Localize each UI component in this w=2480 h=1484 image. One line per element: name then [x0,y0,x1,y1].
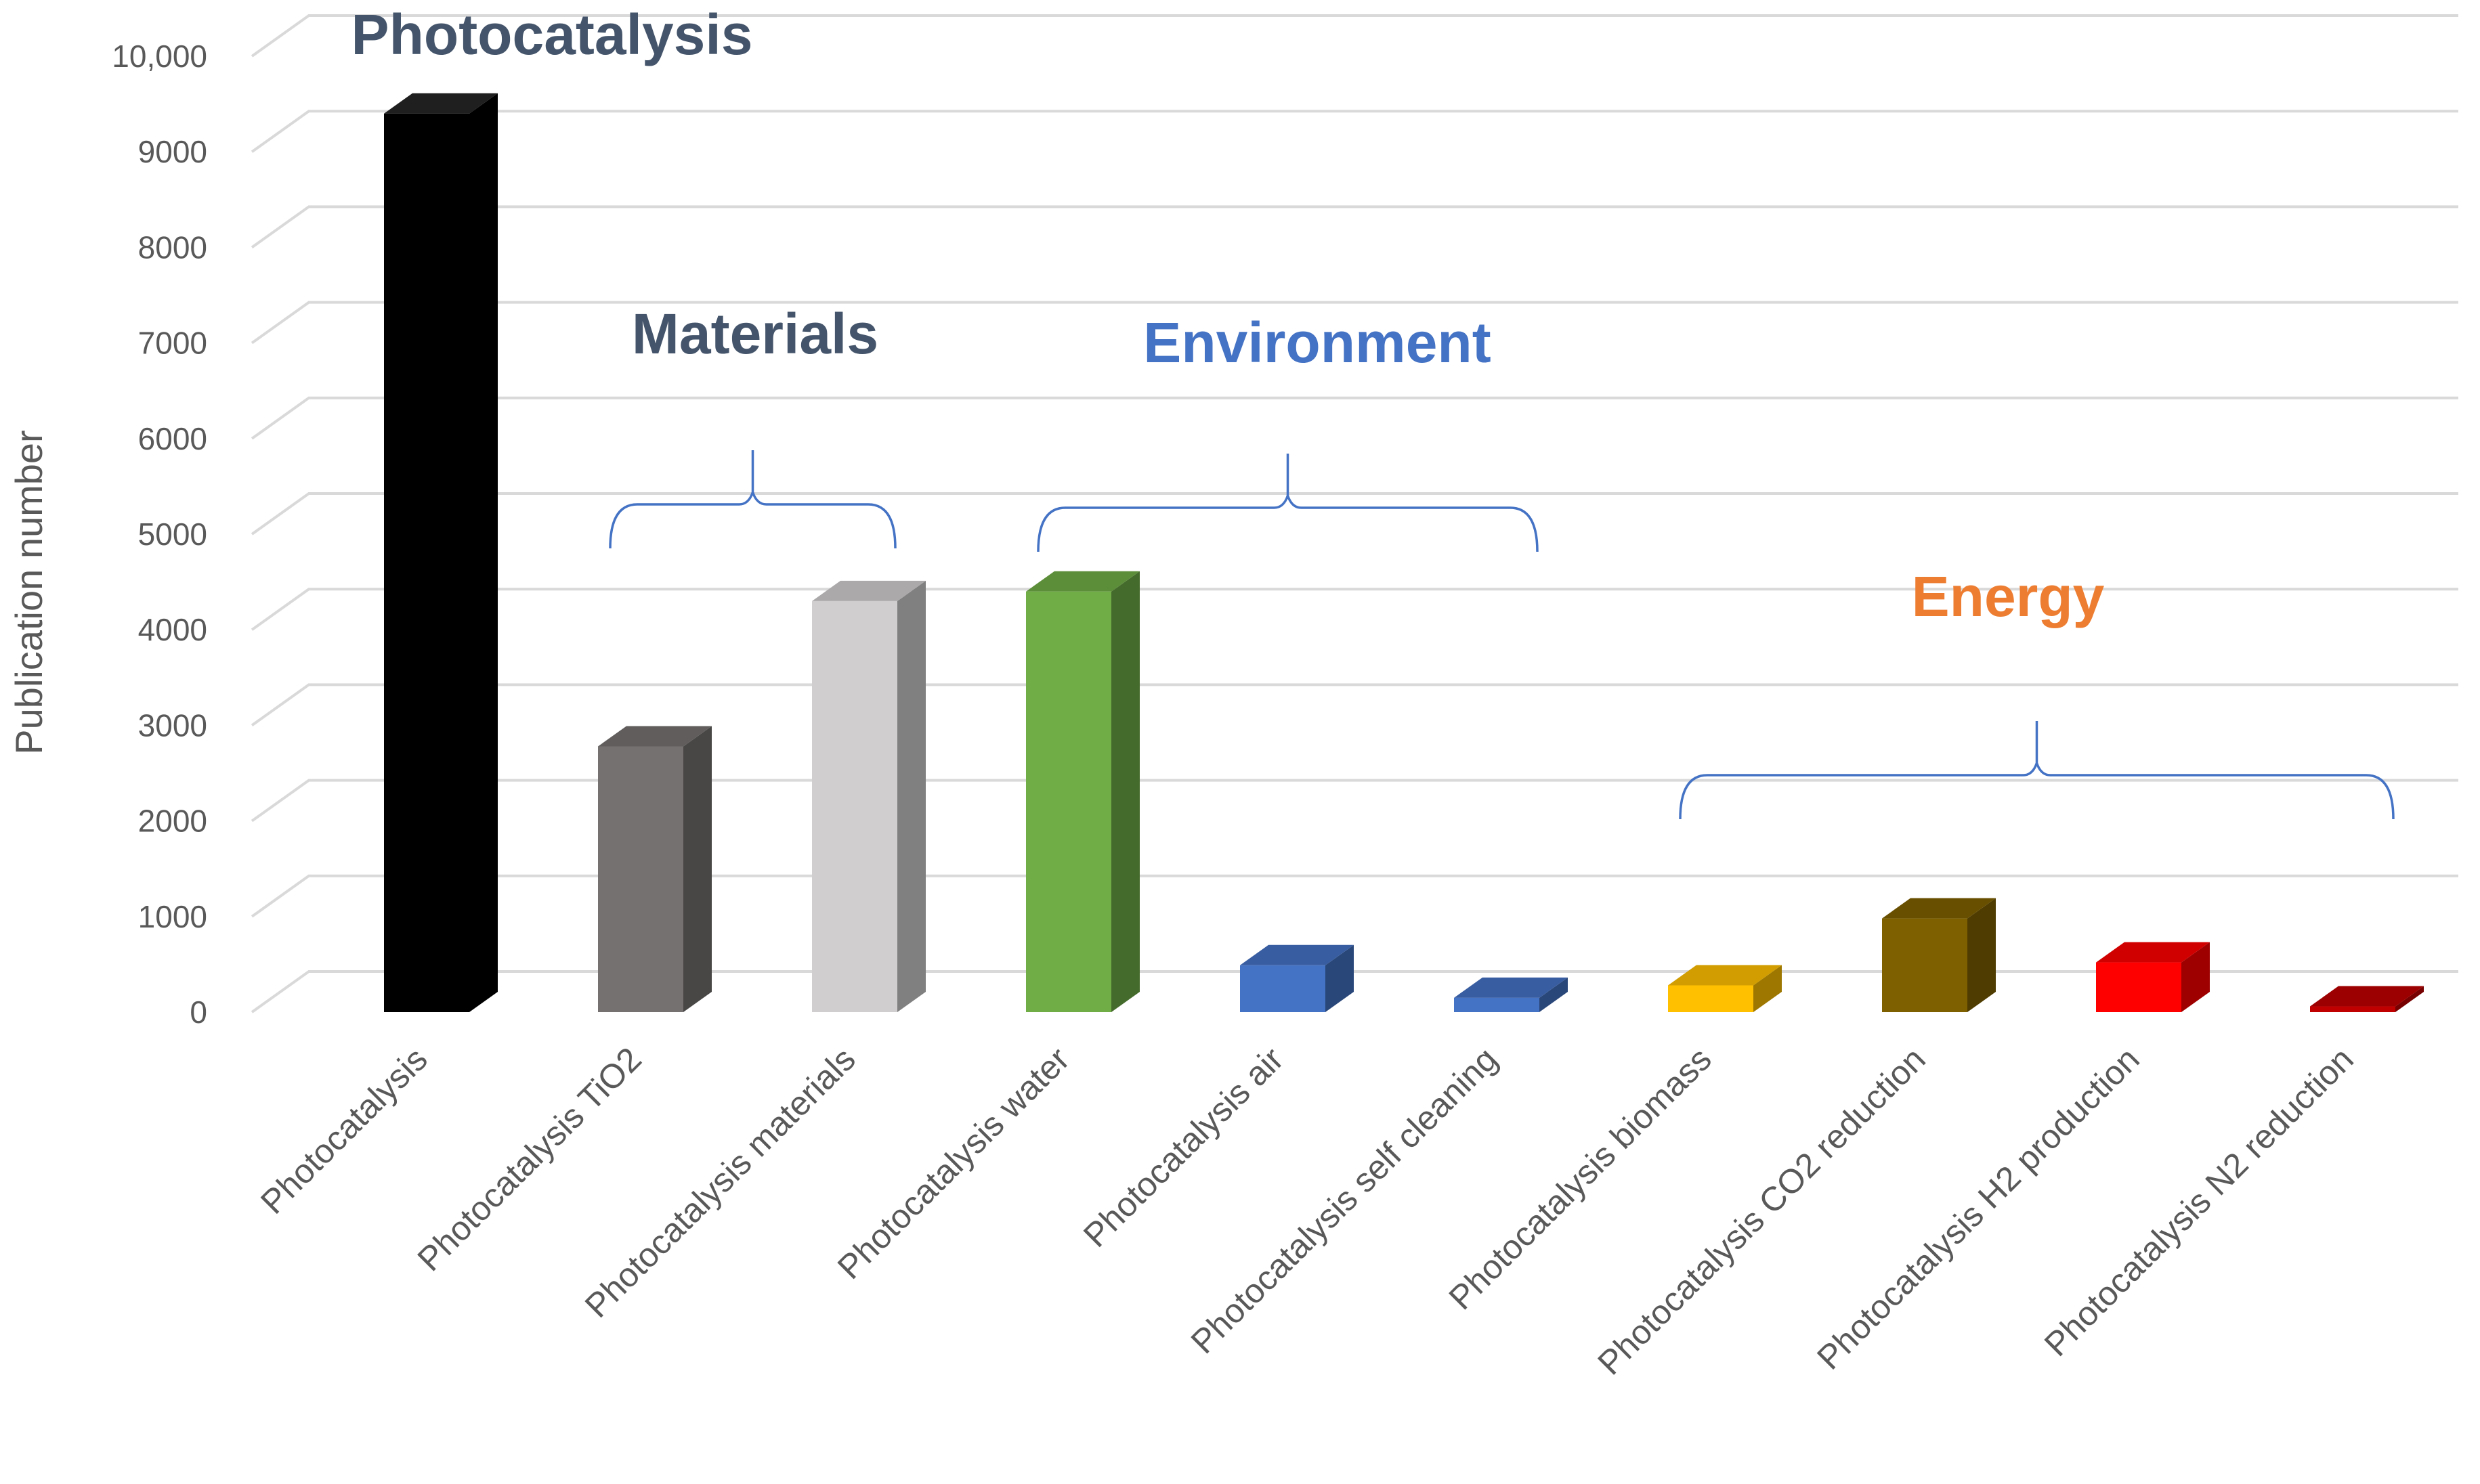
annotation-label: Environment [1143,311,1491,374]
bar-side [1539,977,1568,1012]
gridline [251,301,2458,345]
bar-top [1882,898,1996,919]
bar-side [2395,986,2424,1012]
x-category-label: Photocatalysis [253,1040,435,1221]
bar-front [1026,591,1111,1012]
bar-front [2310,1006,2395,1012]
y-tick-label: 8000 [138,230,207,265]
bar-6 [1454,977,1568,1012]
y-tick-label: 1000 [138,899,207,934]
bar-3 [812,580,926,1012]
bar-front [812,601,897,1012]
y-tick-label: 0 [190,995,207,1030]
gridline [251,396,2458,440]
bar-1 [384,93,498,1013]
bar-side [1325,944,1354,1012]
group-brace [1679,721,2395,820]
bars [384,93,2424,1013]
gridline [251,492,2458,536]
bar-5 [1240,944,1354,1012]
y-tick-label: 10,000 [112,39,207,74]
y-tick-label: 2000 [138,804,207,839]
bar-front [1240,965,1325,1012]
bar-top [1240,944,1354,965]
gridlines [251,14,2458,1013]
bar-side [683,726,712,1012]
gridline [251,205,2458,249]
group-brace [1037,454,1539,552]
y-tick-label: 5000 [138,517,207,552]
y-tick-label: 9000 [138,134,207,169]
annotation-label: Energy [1912,565,2105,628]
bar-top [1668,965,1782,986]
bar-front [2096,962,2181,1012]
bar-front [1882,918,1967,1012]
bar-top [1026,571,1140,592]
gridline [251,14,2458,58]
annotation-label: Materials [632,302,878,366]
bar-side [1967,898,1996,1012]
y-axis-ticks: 0 1000 2000 3000 4000 5000 6000 7000 8000 9000 10,… [112,39,207,1030]
bar-front [1454,997,1539,1012]
bar-top [2310,986,2424,1007]
bar-front [384,113,469,1013]
gridline [251,779,2458,823]
y-tick-label: 3000 [138,707,207,743]
annotations: Photocatalysis Materials Environment Energy [351,3,2105,628]
bar-top [2096,942,2210,963]
bar-top [1454,977,1568,998]
bar-8 [1882,898,1996,1012]
bar-10 [2310,986,2424,1012]
bar-front [598,746,683,1012]
bar-4 [1026,571,1140,1012]
gridline [251,683,2458,727]
bar-side [1111,571,1140,1012]
bar-9 [2096,942,2210,1012]
bar-2 [598,726,712,1012]
bar-top [598,726,712,747]
bar-side [469,93,498,1013]
x-category-label: Photocatalysis TiO2 [410,1040,649,1278]
x-category-label: Photocatalysis water [830,1040,1077,1286]
bar-7 [1668,965,1782,1012]
annotation-label: Photocatalysis [351,3,753,66]
group-brace [609,450,897,549]
y-tick-label: 4000 [138,612,207,647]
bar-top [812,580,926,601]
gridline [251,588,2458,631]
y-tick-label: 7000 [138,326,207,361]
gridline [251,110,2458,153]
gridline [251,874,2458,918]
x-category-label: Photocatalysis air [1076,1040,1291,1254]
bar-top [384,93,498,114]
bar-side [1753,965,1782,1012]
bar-front [1668,985,1753,1012]
y-tick-label: 6000 [138,421,207,456]
bar-side [2181,942,2210,1012]
group-braces [609,450,2395,820]
bar-side [897,580,926,1012]
y-axis-label: Publication number [7,430,50,754]
